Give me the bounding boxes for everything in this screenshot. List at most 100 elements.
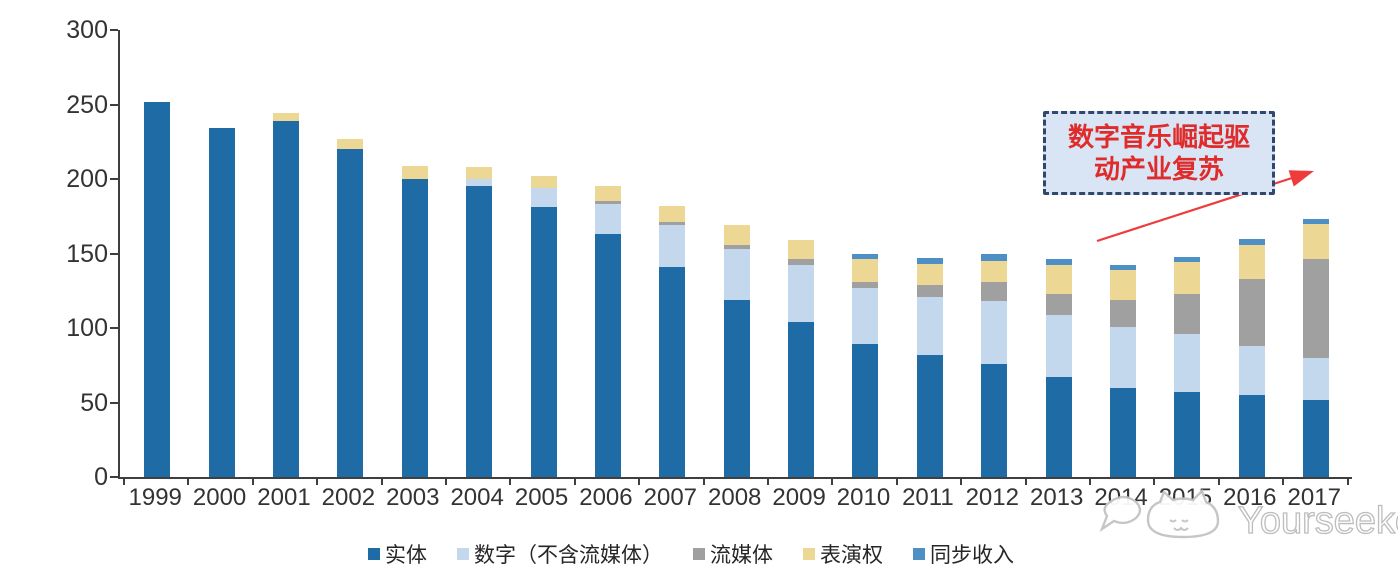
x-tick-label: 2009 xyxy=(772,484,826,511)
y-tick-label: 300 xyxy=(66,16,108,44)
bar-segment-实体 xyxy=(466,186,493,477)
legend: 实体 数字（不含流媒体） 流媒体 表演权 同步收入 xyxy=(368,539,1014,569)
bar-segment-数字（不含流媒体） xyxy=(659,225,686,267)
bar-segment-表演权 xyxy=(1110,269,1137,300)
bar-column xyxy=(511,176,575,477)
stacked-bar xyxy=(1303,219,1330,477)
stacked-bar xyxy=(530,176,557,477)
stacked-bar xyxy=(916,258,943,477)
y-tick-mark xyxy=(110,252,118,255)
y-tick-label: 0 xyxy=(94,463,108,491)
stacked-bar xyxy=(272,113,299,477)
bar-column xyxy=(898,258,962,477)
bars-row xyxy=(120,30,1352,477)
bar-segment-同步收入 xyxy=(916,258,943,264)
bar-segment-实体 xyxy=(916,354,943,477)
bar-segment-数字（不含流媒体） xyxy=(1174,333,1201,393)
stacked-bar xyxy=(144,101,171,477)
watermark: Yourseeker xyxy=(1096,486,1398,561)
bar-column xyxy=(1026,259,1090,477)
bar-segment-表演权 xyxy=(659,205,686,223)
x-tick-label: 2011 xyxy=(902,484,954,511)
bar-column xyxy=(1155,256,1219,477)
legend-label: 实体 xyxy=(385,544,427,567)
legend-swatch-icon xyxy=(457,548,469,560)
bar-column xyxy=(962,253,1026,477)
y-tick-label: 250 xyxy=(66,90,108,119)
stacked-bar xyxy=(208,128,235,477)
x-tick-mark xyxy=(445,479,447,485)
bar-segment-表演权 xyxy=(916,263,943,285)
x-tick-mark xyxy=(187,479,190,485)
x-tick-label: 2006 xyxy=(579,484,633,511)
stacked-bar xyxy=(1110,265,1137,477)
x-tick-mark xyxy=(638,479,641,485)
bar-segment-数字（不含流媒体） xyxy=(916,296,943,355)
bar-segment-流媒体 xyxy=(981,281,1008,302)
bar-segment-实体 xyxy=(337,149,364,477)
x-tick-label: 2012 xyxy=(965,484,1019,511)
bar-segment-同步收入 xyxy=(1303,219,1330,224)
stacked-bar xyxy=(401,165,428,477)
x-tick-label: 2013 xyxy=(1029,484,1084,511)
x-tick-label: 1999 xyxy=(128,484,182,511)
bar-column xyxy=(447,167,511,477)
bar-column xyxy=(1284,219,1348,477)
legend-label: 表演权 xyxy=(820,544,883,567)
x-tick-mark xyxy=(895,479,898,485)
bar-segment-数字（不含流媒体） xyxy=(1110,326,1137,388)
bar-segment-流媒体 xyxy=(594,201,621,205)
x-tick-mark xyxy=(1153,479,1156,485)
y-tick-mark xyxy=(110,401,118,404)
y-tick-label: 100 xyxy=(66,314,108,342)
y-tick-mark xyxy=(110,103,118,106)
annotation-callout: 数字音乐崛起驱 动产业复苏 xyxy=(1043,111,1275,195)
stacked-bar xyxy=(723,225,750,477)
x-tick-mark xyxy=(1089,479,1091,485)
x-tick-mark xyxy=(573,479,576,485)
bar-segment-流媒体 xyxy=(1303,259,1330,358)
x-tick-label: 2017 xyxy=(1287,484,1341,511)
x-tick-label: 2010 xyxy=(836,484,891,511)
bar-column xyxy=(383,165,447,477)
x-tick-mark xyxy=(1282,479,1285,485)
bar-segment-表演权 xyxy=(723,225,750,245)
x-tick-mark xyxy=(316,479,319,485)
bar-segment-数字（不含流媒体） xyxy=(981,301,1008,364)
x-tick-label: 2001 xyxy=(257,484,311,511)
bar-column xyxy=(833,253,897,477)
x-tick-label: 2008 xyxy=(708,484,762,511)
bar-segment-实体 xyxy=(1174,392,1201,477)
bar-column xyxy=(254,113,318,477)
bar-column xyxy=(576,186,640,477)
annotation-text-line1: 数字音乐崛起驱 xyxy=(1067,122,1250,152)
legend-swatch-icon xyxy=(913,548,925,560)
bar-segment-同步收入 xyxy=(1110,265,1137,270)
x-tick-label: 2003 xyxy=(386,484,440,511)
bar-segment-数字（不含流媒体） xyxy=(1303,357,1330,400)
bar-segment-同步收入 xyxy=(852,253,879,260)
x-tick-mark xyxy=(1024,479,1027,485)
plot-area xyxy=(118,30,1352,479)
x-tick-mark xyxy=(251,479,254,485)
bar-segment-表演权 xyxy=(337,138,364,150)
bar-column xyxy=(189,128,253,477)
legend-swatch-icon xyxy=(803,548,815,560)
bar-column xyxy=(769,240,833,477)
stacked-bar xyxy=(594,186,621,477)
legend-item: 数字（不含流媒体） xyxy=(457,539,663,569)
bar-segment-流媒体 xyxy=(723,244,750,250)
bar-segment-实体 xyxy=(852,344,879,477)
stacked-bar xyxy=(981,253,1008,477)
bar-segment-表演权 xyxy=(1238,244,1265,279)
bar-segment-表演权 xyxy=(272,113,299,121)
legend-item: 同步收入 xyxy=(913,539,1014,569)
bar-segment-实体 xyxy=(272,120,299,477)
bar-segment-实体 xyxy=(1303,399,1330,477)
bar-segment-数字（不含流媒体） xyxy=(466,179,493,187)
bar-segment-实体 xyxy=(723,299,750,477)
bar-segment-实体 xyxy=(1045,377,1072,477)
bar-segment-流媒体 xyxy=(1110,299,1137,327)
x-tick-mark xyxy=(831,479,834,485)
